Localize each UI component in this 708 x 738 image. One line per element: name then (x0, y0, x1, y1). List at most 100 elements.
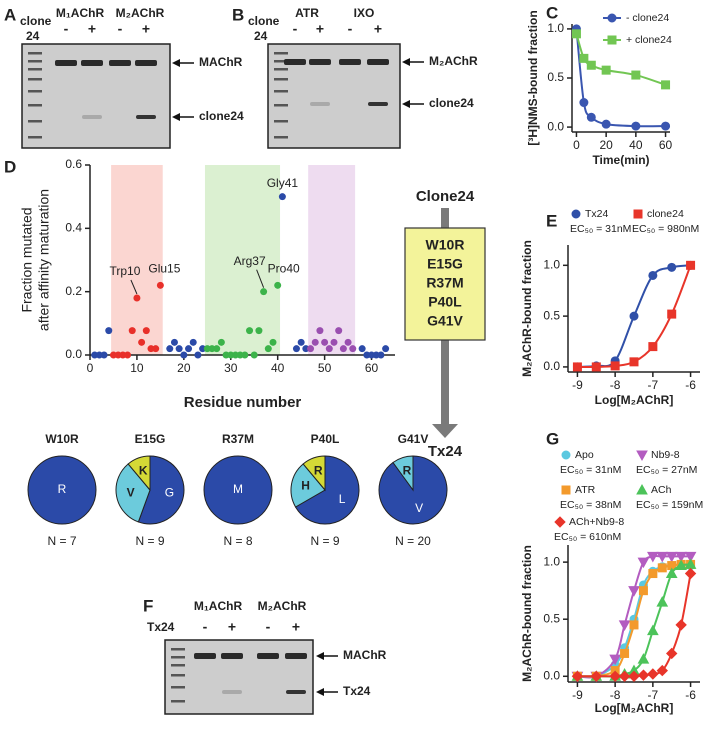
mutation: W10R (426, 237, 465, 253)
pie-slice (127, 455, 151, 492)
x-axis-label: Log[M₂AChR] (595, 701, 674, 715)
pie-slice (203, 455, 273, 525)
marker (675, 551, 687, 563)
legend-ec50: EC₅₀ = 27nM (636, 464, 697, 476)
point (152, 345, 160, 353)
leader-line (256, 269, 265, 288)
x-tick-label: 40 (271, 361, 285, 375)
lane-sign: - (293, 21, 298, 37)
gel-band (339, 59, 361, 65)
legend-ec50: EC₅₀ = 159nM (636, 499, 703, 511)
marker (571, 670, 584, 682)
ladder-band (28, 120, 42, 123)
lane-sign: + (316, 21, 324, 37)
panel-letter: B (232, 5, 244, 24)
highlight-region (204, 165, 281, 355)
point (307, 345, 315, 353)
point (194, 351, 202, 359)
marker (629, 357, 639, 367)
ladder-band (171, 664, 185, 667)
point (269, 338, 277, 346)
legend-label: clone24 (647, 208, 684, 220)
x-tick-label: -7 (648, 378, 659, 392)
y-axis-label: Fraction mutated (19, 207, 35, 312)
point (330, 338, 338, 346)
point (217, 338, 225, 346)
point (339, 345, 347, 353)
mutation-box (404, 227, 486, 341)
marker (684, 567, 697, 580)
marker (638, 586, 648, 596)
point (264, 345, 272, 353)
x-axis-label: Log[M₂AChR] (595, 393, 674, 407)
point (241, 351, 249, 359)
marker (628, 586, 640, 597)
point (377, 351, 385, 359)
y-tick-label: 0.0 (543, 359, 560, 373)
legend-label: ACh+Nb9-8 (569, 516, 624, 528)
marker (628, 670, 640, 682)
lane-label: 24 (254, 29, 268, 43)
legend-marker (554, 516, 566, 528)
mutation: P40L (428, 294, 462, 310)
lane-sign: - (203, 619, 208, 635)
pie-title: E15G (135, 432, 166, 446)
marker (675, 619, 687, 631)
lane-sign: - (348, 21, 353, 37)
gel-band (55, 60, 77, 66)
legend-label: - clone24 (626, 12, 669, 24)
y-tick-label: 0.2 (65, 284, 82, 298)
legend-ec50: EC₅₀ = 38nM (560, 499, 621, 511)
legend-ec50: EC₅₀ = 31nM (560, 464, 621, 476)
ladder-band (171, 648, 185, 651)
marker (666, 647, 678, 660)
ladder-band (28, 136, 42, 139)
ladder-band (28, 78, 42, 81)
group-label: M₂AChR (258, 599, 307, 613)
y-tick-label: 0.0 (543, 668, 560, 682)
point (316, 327, 324, 335)
x-tick-label: 20 (177, 361, 191, 375)
arrow-head (402, 58, 410, 66)
annotation: Trp10 (109, 264, 140, 278)
panel-letter: F (143, 596, 153, 615)
ladder-band (28, 68, 42, 71)
point (255, 327, 263, 335)
x-tick-label: -9 (572, 378, 583, 392)
legend-label: Apo (575, 449, 594, 461)
marker (618, 620, 631, 631)
band-label: MAChR (199, 55, 243, 69)
slice-label: M (233, 482, 243, 496)
panel-letter: A (4, 5, 16, 24)
group-label: IXO (354, 6, 375, 20)
point (274, 281, 282, 289)
legend-marker (607, 35, 617, 45)
pie-caption: N = 9 (135, 534, 164, 548)
y-tick-label: 1.0 (547, 21, 564, 35)
point (335, 327, 343, 335)
slice-label: V (127, 486, 135, 500)
legend-label: + clone24 (626, 34, 672, 46)
band-label: Tx24 (343, 684, 371, 698)
marker (648, 342, 658, 352)
slice-label: V (415, 501, 423, 515)
gel-band (309, 59, 331, 65)
point (133, 294, 141, 302)
y-tick-label: 0.6 (65, 157, 82, 171)
marker (647, 551, 659, 563)
marker (637, 653, 650, 664)
x-axis-label: Time(min) (592, 153, 649, 167)
slice-label: R (403, 463, 412, 477)
point (358, 345, 366, 353)
marker (648, 270, 658, 280)
lane-sign: - (64, 21, 69, 37)
lane-sign: + (292, 619, 300, 635)
arrow-head (172, 113, 180, 121)
ladder-band (274, 104, 288, 107)
point (124, 351, 132, 359)
point (166, 345, 174, 353)
x-axis-label: Residue number (184, 394, 302, 411)
arrow-head (316, 688, 324, 696)
box-bottom: Tx24 (428, 443, 463, 460)
lane-label: 24 (26, 29, 40, 43)
